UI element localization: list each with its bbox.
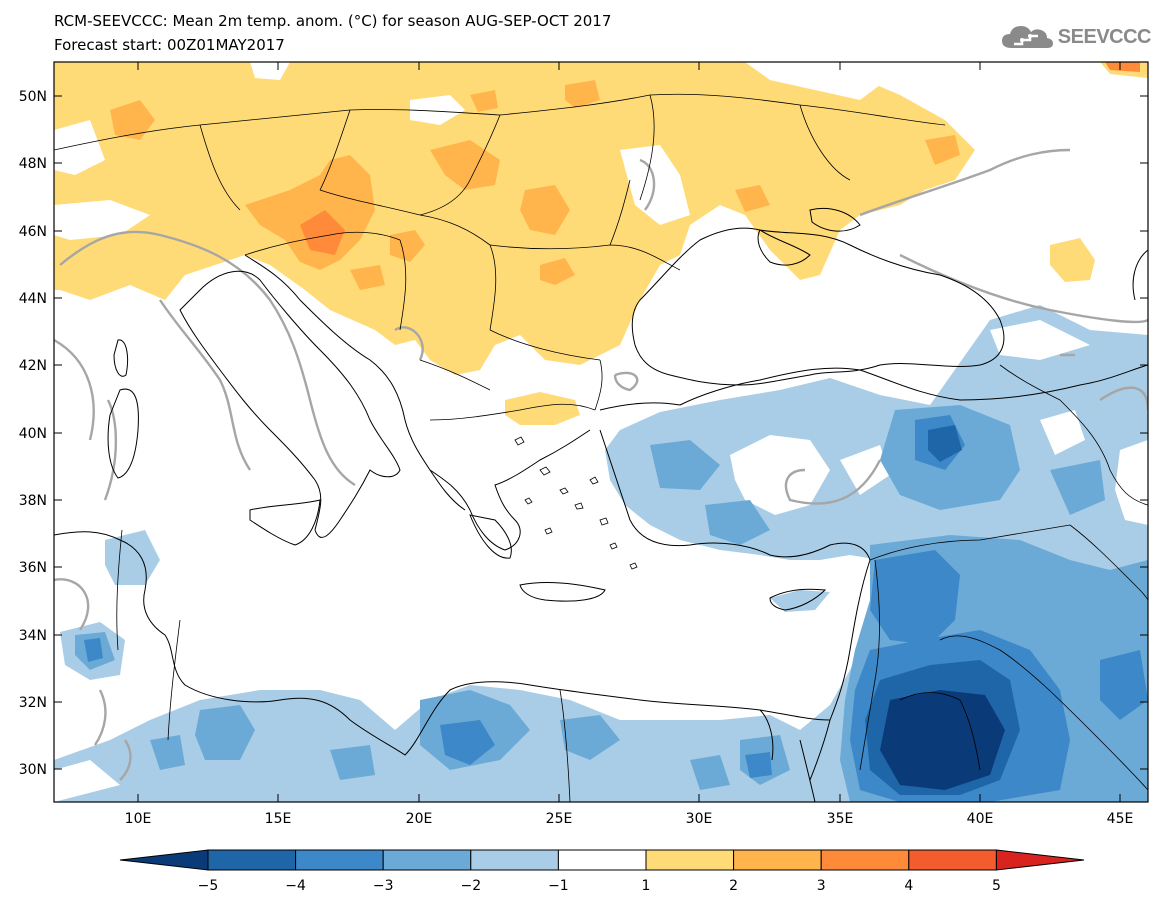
anomaly-plus1-2-central-europe <box>54 62 975 375</box>
aegean-islands <box>514 436 638 570</box>
lat-label: 44N <box>19 291 47 307</box>
colorbar-label: 4 <box>904 878 913 894</box>
map-title: RCM-SEEVCCC: Mean 2m temp. anom. (°C) fo… <box>54 12 612 30</box>
colorbar-label: 3 <box>817 878 826 894</box>
lat-label: 46N <box>19 224 47 240</box>
colorbar-labels: −5 −4 −3 −2 −1 1 2 3 4 5 <box>198 878 1001 894</box>
lat-label: 32N <box>19 695 47 711</box>
lat-label: 42N <box>19 358 47 374</box>
country-borders <box>54 93 1148 802</box>
colorbar-segment <box>207 849 297 871</box>
latitude-axis: 30N 32N 34N 36N 38N 40N 42N 44N 46N 48N … <box>19 89 1148 778</box>
cloud-icon <box>1001 26 1053 48</box>
lat-label: 48N <box>19 156 47 172</box>
colorbar-segment <box>557 849 647 871</box>
anomaly-plus1-2-greece <box>505 392 580 425</box>
colorbar-segment <box>820 849 910 871</box>
colorbar-label: 1 <box>642 878 651 894</box>
colorbar-label: −4 <box>285 878 306 894</box>
colorbar-segment <box>295 849 384 871</box>
anomaly-minus1-2-cyprus <box>770 590 830 612</box>
colorbar-label: −3 <box>373 878 394 894</box>
warm-anomaly-regions <box>54 62 1148 425</box>
lat-label: 34N <box>19 628 47 644</box>
colorbar-segment <box>645 849 735 871</box>
colorbar-label: 5 <box>992 878 1001 894</box>
seevccc-logo: SEEVCCC <box>1000 22 1152 52</box>
lat-label: 38N <box>19 493 47 509</box>
colorbar-segment <box>908 849 997 871</box>
lon-label: 30E <box>686 811 713 827</box>
colorbar-segment <box>470 849 559 871</box>
lat-label: 36N <box>19 560 47 576</box>
longitude-axis: 10E 15E 20E 25E 30E 35E 40E 45E <box>125 62 1134 827</box>
lat-label: 30N <box>19 762 47 778</box>
colorbar-segment <box>119 849 209 871</box>
lon-label: 15E <box>265 811 292 827</box>
colorbar-segment <box>995 849 1085 871</box>
colorbar-label: −1 <box>548 878 569 894</box>
colorbar-segment <box>733 849 822 871</box>
lon-label: 20E <box>406 811 433 827</box>
anomaly-plus3-4-patches <box>300 62 1140 255</box>
colorbar-label: −2 <box>460 878 481 894</box>
lat-label: 40N <box>19 426 47 442</box>
cold-anomaly-regions <box>54 305 1148 802</box>
colorbar-segment <box>382 849 472 871</box>
forecast-start: Forecast start: 00Z01MAY2017 <box>54 36 285 54</box>
lon-label: 40E <box>967 811 994 827</box>
colorbar-label: −5 <box>198 878 219 894</box>
zero-contours <box>54 148 1148 781</box>
lon-label: 10E <box>125 811 152 827</box>
colorbar-legend <box>119 849 1085 871</box>
lon-label: 45E <box>1107 811 1134 827</box>
anomaly-plus1-2-east <box>1050 238 1095 282</box>
lat-label: 50N <box>19 89 47 105</box>
lon-label: 35E <box>827 811 854 827</box>
map-frame <box>53 61 1149 803</box>
lon-label: 25E <box>546 811 573 827</box>
anomaly-plus2-3-patches <box>110 80 960 290</box>
logo-text: SEEVCCC <box>1057 25 1152 48</box>
coastlines <box>54 207 1148 802</box>
colorbar-label: 2 <box>729 878 738 894</box>
anomaly-below-minus5-patch <box>880 690 1005 790</box>
